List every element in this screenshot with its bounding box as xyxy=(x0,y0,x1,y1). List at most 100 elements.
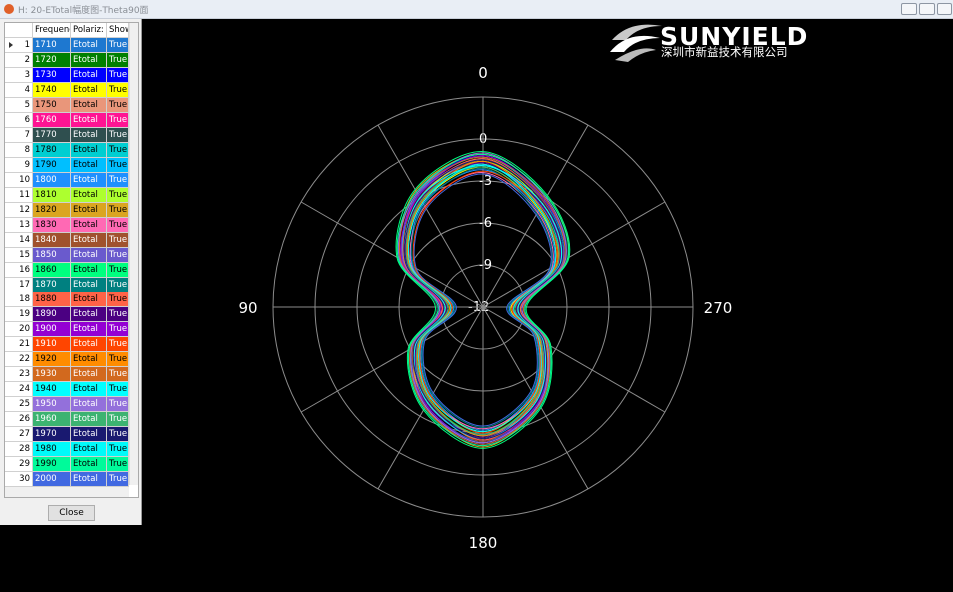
row-number: 27 xyxy=(5,427,33,443)
grid-cell: 1960 xyxy=(33,412,71,428)
header-corner xyxy=(5,23,33,38)
grid-cell: Etotal xyxy=(71,202,107,218)
grid-cell: 1870 xyxy=(33,277,71,293)
grid-cell: 1710 xyxy=(33,38,71,53)
pattern-curve xyxy=(399,156,566,445)
row-number: 12 xyxy=(5,202,33,218)
row-number: 13 xyxy=(5,217,33,233)
row-number: 29 xyxy=(5,457,33,473)
grid-cell: Etotal xyxy=(71,97,107,113)
row-number: 30 xyxy=(5,472,33,488)
grid-cell: True xyxy=(107,52,129,68)
grid-cell: 1910 xyxy=(33,337,71,353)
grid-cell: True xyxy=(107,367,129,383)
minimize-button[interactable] xyxy=(901,3,917,15)
grid-cell: Etotal xyxy=(71,247,107,263)
row-number: 24 xyxy=(5,382,33,398)
grid-cell: 1770 xyxy=(33,127,71,143)
pattern-curve xyxy=(405,166,560,435)
grid-cell: Etotal xyxy=(71,292,107,308)
row-number: 6 xyxy=(5,112,33,128)
grid-cell: Etotal xyxy=(71,82,107,98)
close-button[interactable]: Close xyxy=(48,505,95,521)
grid-cell: 1930 xyxy=(33,367,71,383)
grid-cell: True xyxy=(107,472,129,488)
grid-cell: Etotal xyxy=(71,157,107,173)
vertical-scrollbar[interactable] xyxy=(129,23,138,485)
grid-cell: 1720 xyxy=(33,52,71,68)
spoke xyxy=(482,124,589,308)
grid-cell: True xyxy=(107,382,129,398)
restore-button[interactable] xyxy=(919,3,935,15)
close-window-button[interactable] xyxy=(937,3,952,15)
grid-cell: True xyxy=(107,82,129,98)
pattern-curve xyxy=(404,162,561,438)
grid-cell: 1970 xyxy=(33,427,71,443)
grid-cell: True xyxy=(107,412,129,428)
grid-cell: Etotal xyxy=(71,352,107,368)
row-number: 18 xyxy=(5,292,33,308)
grid-cell: True xyxy=(107,232,129,248)
grid-cell: 1860 xyxy=(33,262,71,278)
grid-cell: True xyxy=(107,427,129,443)
grid-cell: Etotal xyxy=(71,127,107,143)
grid-cell: 1850 xyxy=(33,247,71,263)
grid-cell: Etotal xyxy=(71,307,107,323)
grid-cell: True xyxy=(107,262,129,278)
r-tick-label: -6 xyxy=(479,216,492,231)
grid-cell: 1800 xyxy=(33,172,71,188)
grid-cell: True xyxy=(107,397,129,413)
grid-cell: True xyxy=(107,38,129,53)
grid-cell: Etotal xyxy=(71,412,107,428)
row-number: 25 xyxy=(5,397,33,413)
frequency-panel: FrequencPolariz:Show11710EtotalTrue21720… xyxy=(0,19,142,525)
row-number: 7 xyxy=(5,127,33,143)
pattern-curve xyxy=(406,160,559,437)
grid-cell: 1890 xyxy=(33,307,71,323)
grid-cell: 1880 xyxy=(33,292,71,308)
grid-cell: Etotal xyxy=(71,427,107,443)
data-grid: FrequencPolariz:Show11710EtotalTrue21720… xyxy=(4,22,139,498)
app-icon xyxy=(4,4,14,14)
angle-tick-label: 0 xyxy=(478,64,488,82)
spoke xyxy=(482,306,666,413)
grid-cell: True xyxy=(107,322,129,338)
grid-cell: 1920 xyxy=(33,352,71,368)
current-row-indicator xyxy=(9,42,13,48)
grid-cell: Etotal xyxy=(71,337,107,353)
row-number: 21 xyxy=(5,337,33,353)
pattern-curve xyxy=(396,153,570,447)
angle-tick-label: 180 xyxy=(469,534,498,552)
spoke xyxy=(377,124,484,308)
row-number: 1 xyxy=(5,38,33,53)
angle-tick-label: 270 xyxy=(704,299,733,317)
grid-cell: True xyxy=(107,67,129,83)
grid-cell: 1790 xyxy=(33,157,71,173)
pattern-curve xyxy=(403,159,564,440)
grid-cell: Etotal xyxy=(71,322,107,338)
row-number: 26 xyxy=(5,412,33,428)
grid-cell: 1740 xyxy=(33,82,71,98)
row-number: 10 xyxy=(5,172,33,188)
pattern-curve xyxy=(413,173,552,427)
grid-cell: 1950 xyxy=(33,397,71,413)
pattern-curve xyxy=(409,172,554,430)
column-header: Frequenc xyxy=(33,23,71,38)
grid-cell: True xyxy=(107,187,129,203)
row-number: 14 xyxy=(5,232,33,248)
r-tick-label: -9 xyxy=(479,258,492,273)
pattern-curve xyxy=(410,169,556,431)
row-number: 16 xyxy=(5,262,33,278)
pattern-curve xyxy=(395,151,571,449)
grid-cell: Etotal xyxy=(71,262,107,278)
logo: SUNYIELD 深圳市新益技术有限公司 xyxy=(610,22,807,62)
pattern-curve xyxy=(412,170,558,434)
grid-cell: True xyxy=(107,247,129,263)
grid-cell: 1900 xyxy=(33,322,71,338)
row-number: 15 xyxy=(5,247,33,263)
grid-cell: Etotal xyxy=(71,457,107,473)
r-tick-label: -3 xyxy=(479,174,492,189)
row-number: 11 xyxy=(5,187,33,203)
row-number: 3 xyxy=(5,67,33,83)
